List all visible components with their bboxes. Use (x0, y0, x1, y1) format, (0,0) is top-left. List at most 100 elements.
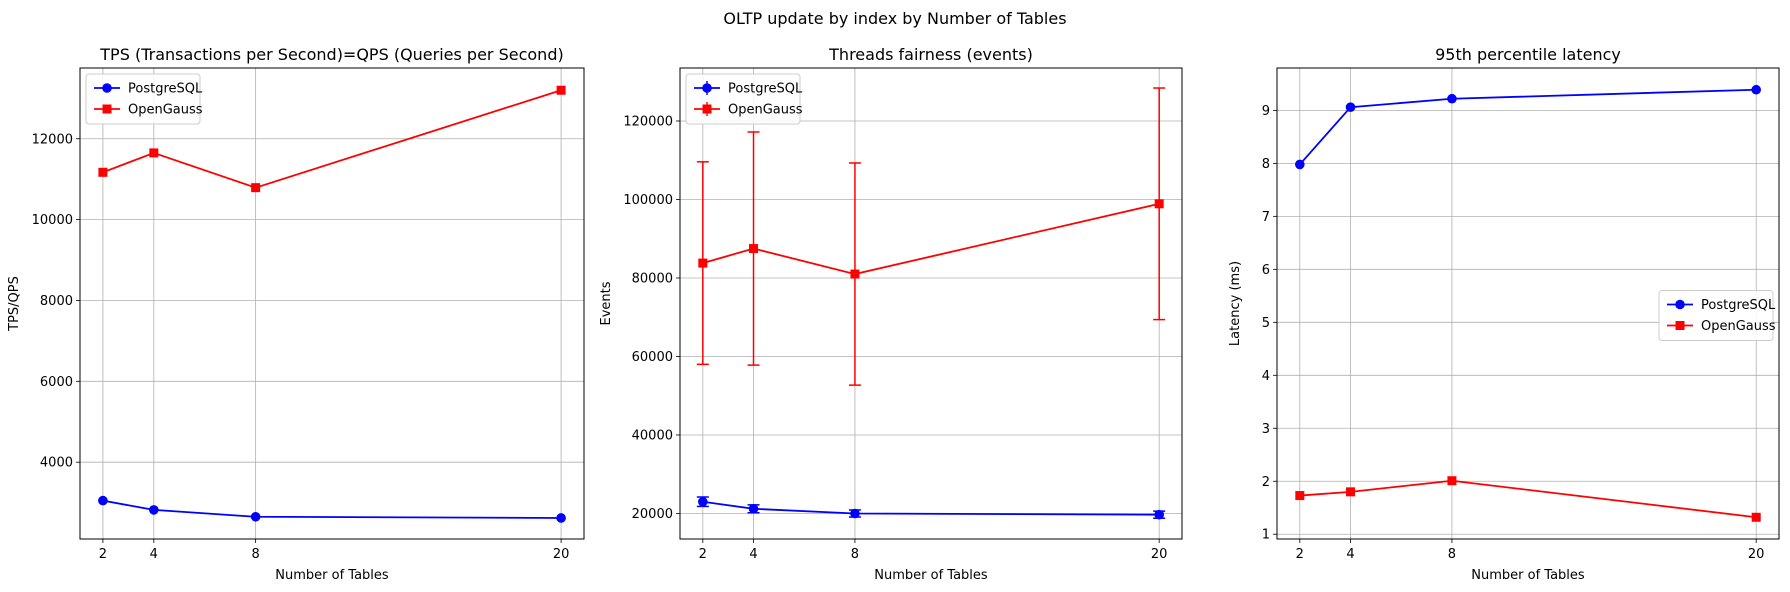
legend-entry-postgresql[interactable]: PostgreSQL (94, 82, 203, 97)
legend-label: OpenGauss (1701, 319, 1776, 334)
legend-entry-opengauss[interactable]: OpenGauss (1667, 319, 1776, 334)
y-tick-label: 9 (1262, 104, 1270, 119)
legend-marker[interactable] (1675, 299, 1685, 310)
y-tick-label: 12000 (32, 132, 73, 147)
legend-entry-postgresql[interactable]: PostgreSQL (1667, 298, 1776, 313)
legend-box (685, 73, 801, 125)
axes-frame (679, 67, 1183, 540)
data-point[interactable] (1447, 476, 1457, 486)
data-point[interactable] (1295, 159, 1305, 170)
data-point[interactable] (748, 503, 759, 514)
x-tick-label: 8 (1448, 547, 1456, 562)
y-tick-label: 40000 (632, 428, 673, 443)
plots-group: TPS (Transactions per Second)=QPS (Queri… (7, 45, 1780, 583)
y-axis-label: Events (599, 281, 614, 325)
series-line (102, 499, 562, 519)
legend-label: PostgreSQL (128, 82, 203, 97)
legend-box (1658, 290, 1774, 341)
data-point[interactable] (556, 513, 566, 523)
data-point[interactable] (556, 85, 566, 95)
data-point[interactable] (1154, 199, 1164, 209)
x-tick-label: 2 (1296, 547, 1304, 562)
legend-entry-opengauss[interactable]: OpenGauss (94, 103, 203, 118)
data-point[interactable] (1345, 102, 1356, 113)
y-axis-label: Latency (ms) (1228, 261, 1243, 346)
x-axis-label: Number of Tables (1471, 568, 1585, 583)
data-point[interactable] (1295, 491, 1305, 501)
legend-marker[interactable] (702, 104, 712, 114)
data-point[interactable] (698, 258, 708, 268)
legend-entry-postgresql[interactable]: PostgreSQL (694, 81, 803, 97)
figure-suptitle: OLTP update by index by Number of Tables (723, 9, 1066, 28)
y-tick-label: 6 (1262, 263, 1270, 278)
y-tick-label: 100000 (623, 193, 673, 208)
data-point[interactable] (850, 508, 860, 519)
plot-title: 95th percentile latency (1435, 45, 1621, 64)
y-tick-label: 60000 (632, 350, 673, 365)
data-point[interactable] (1154, 509, 1164, 520)
data-point[interactable] (98, 495, 108, 506)
plot-2: Threads fairness (events) 2 4 8 20 20000 40000… (599, 45, 1183, 583)
x-tick-label: 4 (1346, 547, 1354, 562)
data-point[interactable] (749, 244, 759, 254)
x-tick-label: 4 (150, 547, 158, 562)
legend-label: OpenGauss (128, 103, 203, 118)
x-axis-label: Number of Tables (275, 568, 389, 583)
data-point[interactable] (850, 269, 860, 279)
legend-entry-opengauss[interactable]: OpenGauss (694, 102, 803, 118)
data-point[interactable] (98, 167, 108, 177)
legend-marker[interactable] (102, 104, 112, 114)
series-line (702, 202, 1160, 275)
series-opengauss (98, 85, 566, 193)
legend-label: PostgreSQL (728, 82, 803, 97)
y-tick-label: 80000 (632, 271, 673, 286)
y-tick-label: 8 (1262, 157, 1270, 172)
legend[interactable]: PostgreSQL OpenGauss (1658, 290, 1776, 341)
y-tick-label: 120000 (623, 114, 673, 129)
series-postgresql (1295, 84, 1761, 170)
series-line (102, 89, 562, 189)
legend-label: OpenGauss (728, 103, 803, 118)
legend[interactable]: PostgreSQL OpenGauss (685, 73, 803, 125)
grid-lines (80, 68, 584, 539)
grid-lines (680, 68, 1182, 539)
series-line (1299, 88, 1757, 166)
plot-title: Threads fairness (events) (828, 45, 1033, 64)
legend[interactable]: PostgreSQL OpenGauss (85, 73, 203, 125)
data-point[interactable] (698, 496, 708, 507)
legend-marker[interactable] (702, 83, 712, 93)
series-opengauss (1295, 476, 1761, 522)
y-tick-label: 10000 (32, 213, 73, 228)
series-postgresql (696, 496, 1166, 520)
x-tick-label: 20 (1151, 547, 1168, 562)
x-tick-label: 2 (99, 547, 107, 562)
data-point[interactable] (250, 511, 261, 522)
legend-marker[interactable] (102, 83, 112, 93)
data-point[interactable] (251, 183, 261, 193)
data-point[interactable] (1751, 84, 1761, 95)
plot-title: TPS (Transactions per Second)=QPS (Queri… (99, 45, 563, 64)
data-point[interactable] (149, 148, 159, 158)
series-line (1299, 479, 1757, 519)
y-tick-label: 2 (1262, 475, 1270, 490)
y-tick-label: 7 (1262, 210, 1270, 225)
data-point[interactable] (149, 505, 159, 515)
axes-frame (79, 67, 585, 540)
data-point[interactable] (1447, 93, 1457, 104)
y-tick-label: 5 (1262, 316, 1270, 331)
series-postgresql (98, 495, 566, 523)
plot-3: 95th percentile latency 2 4 8 20 1 2 3 4 5 6 7 8 9 Num… (1228, 45, 1780, 583)
y-tick-label: 6000 (40, 375, 73, 390)
y-tick-label: 8000 (40, 294, 73, 309)
y-tick-label: 4000 (40, 456, 73, 471)
x-tick-label: 8 (851, 547, 859, 562)
legend-marker[interactable] (1675, 321, 1685, 330)
plot-1: TPS (Transactions per Second)=QPS (Queri… (7, 45, 585, 583)
data-point[interactable] (1751, 512, 1761, 522)
x-tick-label: 20 (1748, 547, 1765, 562)
data-point[interactable] (1346, 487, 1356, 497)
series-opengauss (696, 87, 1166, 386)
x-tick-label: 20 (553, 547, 570, 562)
x-tick-label: 8 (251, 547, 259, 562)
